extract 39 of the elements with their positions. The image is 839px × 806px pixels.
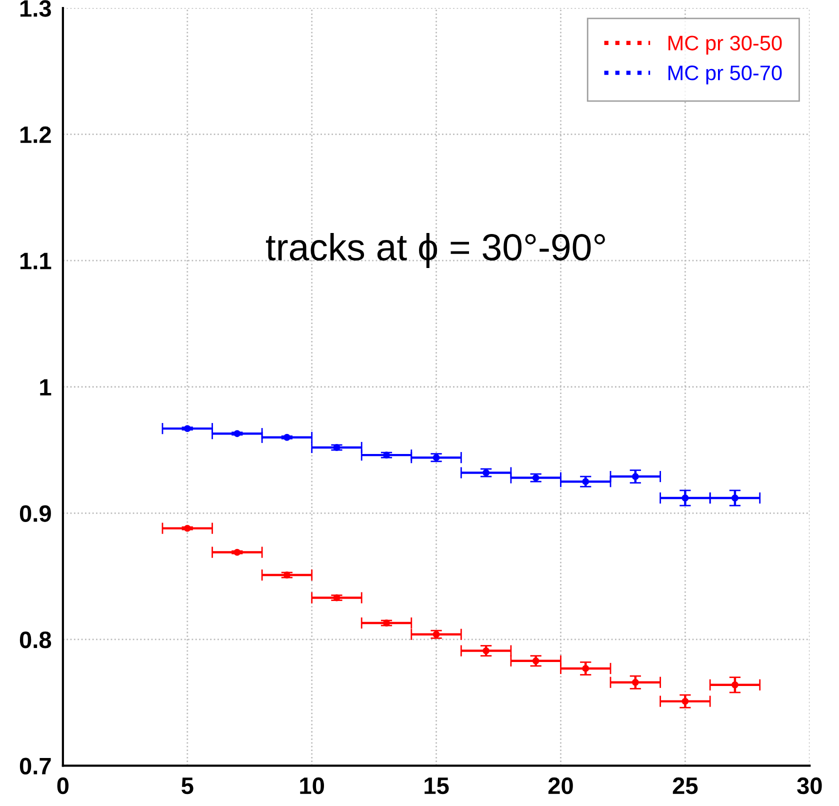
x-tick-label: 0 bbox=[57, 777, 69, 794]
x-tick-label: 25 bbox=[672, 777, 698, 794]
legend-label: MC pr 30-50 bbox=[668, 36, 782, 55]
y-tick-label: 1.1 bbox=[20, 252, 52, 270]
point bbox=[283, 572, 290, 578]
point bbox=[582, 478, 590, 486]
y-tick-label: 0.7 bbox=[20, 758, 51, 774]
legend-label: MC pr 50-70 bbox=[668, 66, 782, 84]
point bbox=[731, 681, 738, 688]
y-tick-label: 1 bbox=[40, 379, 52, 396]
point bbox=[682, 698, 689, 705]
point bbox=[432, 630, 440, 638]
y-tick-label: 1.2 bbox=[20, 126, 51, 143]
y-tick-label: 1.3 bbox=[20, 0, 51, 17]
x-tick-label: 30 bbox=[797, 777, 822, 794]
point bbox=[333, 594, 340, 602]
point bbox=[682, 494, 689, 502]
annotation: tracks at ϕ = 30°-90° bbox=[266, 233, 605, 268]
point bbox=[632, 473, 639, 480]
x-tick-label: 20 bbox=[548, 777, 573, 794]
point bbox=[532, 474, 540, 482]
point bbox=[432, 454, 440, 462]
y-tick-label: 0.8 bbox=[20, 631, 52, 648]
point bbox=[283, 434, 290, 441]
point bbox=[582, 664, 590, 672]
point bbox=[532, 657, 540, 664]
x-tick-label: 15 bbox=[424, 778, 449, 794]
point bbox=[731, 494, 738, 502]
point bbox=[333, 444, 340, 451]
y-tick-label: 0.9 bbox=[20, 505, 51, 522]
point bbox=[184, 425, 191, 432]
point bbox=[234, 548, 241, 556]
point bbox=[632, 678, 639, 686]
x-tick-label: 5 bbox=[182, 778, 194, 794]
point bbox=[184, 524, 191, 532]
x-tick-label: 10 bbox=[300, 777, 324, 794]
point bbox=[234, 430, 241, 438]
point bbox=[482, 469, 490, 476]
point bbox=[482, 647, 490, 654]
